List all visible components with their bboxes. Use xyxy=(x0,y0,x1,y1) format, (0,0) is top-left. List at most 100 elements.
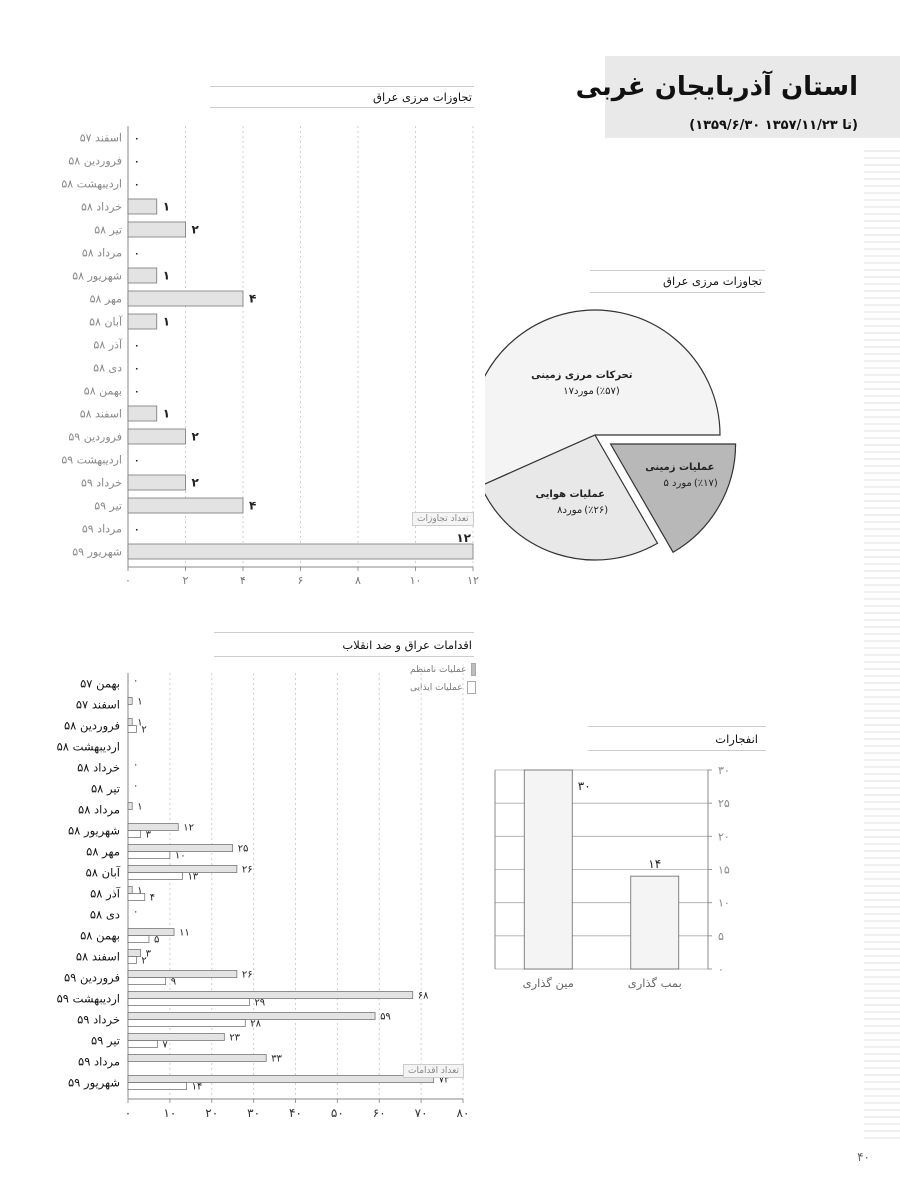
chart3-bar-harassment xyxy=(127,1019,246,1027)
chart3-value-label: ۳ xyxy=(146,830,152,841)
chart1-value-label: ۱۲ xyxy=(456,531,471,545)
chart1-bar xyxy=(127,474,186,491)
chart1-value-label: ۱ xyxy=(163,200,170,214)
chart1-category-label: فروردین ۵۸ xyxy=(68,155,122,168)
chart1-value-label: ۴ xyxy=(249,292,256,306)
chart3-category-label: اردیبهشت ۵۸ xyxy=(57,740,120,755)
chart1-tick-label: ۸ xyxy=(355,574,361,587)
chart3-bar-harassment xyxy=(127,725,137,733)
chart3-value-label: ۰ xyxy=(133,760,138,771)
border-violations-pie-chart: تحرکات مرزی زمینی ۱۷مورد (٪۵۷) عملیات هوایی… xyxy=(485,309,737,561)
chart4-tick-label: ۱۵ xyxy=(718,864,730,877)
chart1-bar xyxy=(127,313,158,330)
chart4-title-underline xyxy=(588,750,766,751)
chart4-value-label: ۱۴ xyxy=(648,857,661,871)
pie-slice-count: ۱۷مورد xyxy=(563,386,594,397)
chart3-value-label: ۴ xyxy=(150,893,155,904)
chart3-bar-harassment xyxy=(127,851,171,859)
chart4-tick-label: ۲۰ xyxy=(718,830,730,843)
chart3-bar-irregular xyxy=(127,823,179,831)
chart4-value-label: ۳۰ xyxy=(578,779,591,793)
chart1-value-label: ۰ xyxy=(134,457,140,467)
chart1-value-label: ۰ xyxy=(134,181,140,191)
chart3-bar-harassment xyxy=(127,935,150,943)
side-decoration xyxy=(864,150,900,1140)
chart3-value-label: ۰ xyxy=(133,676,138,687)
chart3-bar-irregular xyxy=(127,991,414,999)
chart1-category-label: اردیبهشت ۵۸ xyxy=(61,178,122,191)
pie-slice-count: ۸مورد xyxy=(557,505,582,516)
chart3-value-label: ۳ xyxy=(146,949,152,960)
chart3-value-label: ۲۸ xyxy=(250,1019,261,1030)
chart3-value-label: ۱۲ xyxy=(183,823,194,834)
chart4-tick-label: ۲۵ xyxy=(718,797,730,810)
chart3-category-label: مرداد ۵۸ xyxy=(78,803,120,818)
pie-slice-percent: (٪۱۷) xyxy=(694,478,718,489)
chart3-legend: عملیات نامنظم عملیات ایذایی xyxy=(410,663,476,694)
chart4-title: انفجارات xyxy=(715,732,758,746)
chart1-bar xyxy=(127,405,158,422)
chart3-value-label: ۳۳ xyxy=(271,1054,282,1065)
chart3-title-rule xyxy=(214,632,474,633)
chart1-title: تجاوزات مرزی عراق xyxy=(373,90,472,104)
pie-slice-count: ۵ مورد xyxy=(663,478,691,489)
chart1-tick-label: ۱۰ xyxy=(410,574,422,587)
chart3-value-label: ۱ xyxy=(137,718,142,729)
chart4-bar xyxy=(523,769,573,970)
chart1-category-label: تیر ۵۸ xyxy=(94,224,122,237)
chart3-value-label: ۲۶ xyxy=(242,865,253,876)
chart1-category-label: مهر ۵۸ xyxy=(90,293,122,306)
pie-slice-name: عملیات هوایی xyxy=(536,489,606,500)
chart3-tick-label: ۳۰ xyxy=(247,1106,260,1120)
chart3-value-label: ۲۵ xyxy=(238,844,249,855)
chart3-bar-harassment xyxy=(127,893,146,901)
chart1-value-label: ۲ xyxy=(192,476,200,490)
chart4-category-label: بمب گذاری xyxy=(628,976,682,991)
chart3-category-label: اسفند ۵۸ xyxy=(76,950,120,964)
chart1-tick-label: ۴ xyxy=(240,574,246,587)
chart3-tick-label: ۴۰ xyxy=(289,1106,302,1120)
chart3-tick-label: ۶۰ xyxy=(373,1106,386,1120)
chart3-bar-irregular xyxy=(127,928,175,936)
chart3-title-underline xyxy=(214,656,474,657)
chart1-tick-label: ۱۲ xyxy=(467,574,479,587)
chart3-tick-label: ۷۰ xyxy=(415,1106,428,1120)
pie-slice xyxy=(485,434,659,561)
chart1-tick-label: ۶ xyxy=(298,574,304,587)
chart3-value-label: ۱۴ xyxy=(192,1082,203,1093)
chart1-value-label: ۴ xyxy=(249,499,256,513)
chart3-tick-label: ۵۰ xyxy=(331,1106,344,1120)
chart1-category-label: آذر ۵۸ xyxy=(93,338,123,352)
chart3-value-label: ۲۳ xyxy=(229,1033,240,1044)
chart1-category-label: بهمن ۵۸ xyxy=(84,385,122,398)
chart1-bar xyxy=(127,198,158,215)
chart1-value-label: ۰ xyxy=(134,388,140,398)
chart3-bar-harassment xyxy=(127,872,183,880)
chart3-value-label: ۲۶ xyxy=(242,970,253,981)
chart3-bar-irregular xyxy=(127,1033,225,1041)
chart3-value-label: ۱ xyxy=(137,886,142,897)
pie-slice xyxy=(485,309,721,485)
chart3-tick-label: ۱۰ xyxy=(163,1106,176,1120)
chart1-category-label: اسفند ۵۸ xyxy=(80,408,122,421)
chart3-bar-harassment xyxy=(127,977,167,985)
chart1-category-label: مرداد ۵۹ xyxy=(82,523,122,536)
chart3-bar-harassment xyxy=(127,998,250,1006)
chart1-value-label: ۱ xyxy=(163,269,170,283)
pie-slice-name: تحرکات مرزی زمینی xyxy=(531,370,633,381)
explosions-bar-chart: ۰ ۵ ۱۰ ۱۵ ۲۰ ۲۵ ۳۰ ۳۰ مین گذاری ۱۴ بمب گذاری xyxy=(494,764,730,991)
chart1-title-underline xyxy=(210,107,474,108)
chart1-tick-label: ۲ xyxy=(183,574,189,587)
chart3-category-label: شهریور ۵۸ xyxy=(68,824,120,839)
legend-label-harassment: عملیات ایذایی xyxy=(410,682,463,693)
chart3-value-label: ۱۱ xyxy=(179,928,190,939)
pie-slice xyxy=(609,443,737,554)
chart1-value-label: ۰ xyxy=(134,342,140,352)
chart3-value-label: ۷۳ xyxy=(439,1075,450,1086)
chart1-bar xyxy=(127,221,186,238)
chart3-value-label: ۲ xyxy=(141,956,146,967)
chart3-bar-irregular xyxy=(127,718,133,726)
chart3-category-label: شهریور ۵۹ xyxy=(68,1076,120,1091)
chart3-category-label: بهمن ۵۸ xyxy=(80,929,120,944)
